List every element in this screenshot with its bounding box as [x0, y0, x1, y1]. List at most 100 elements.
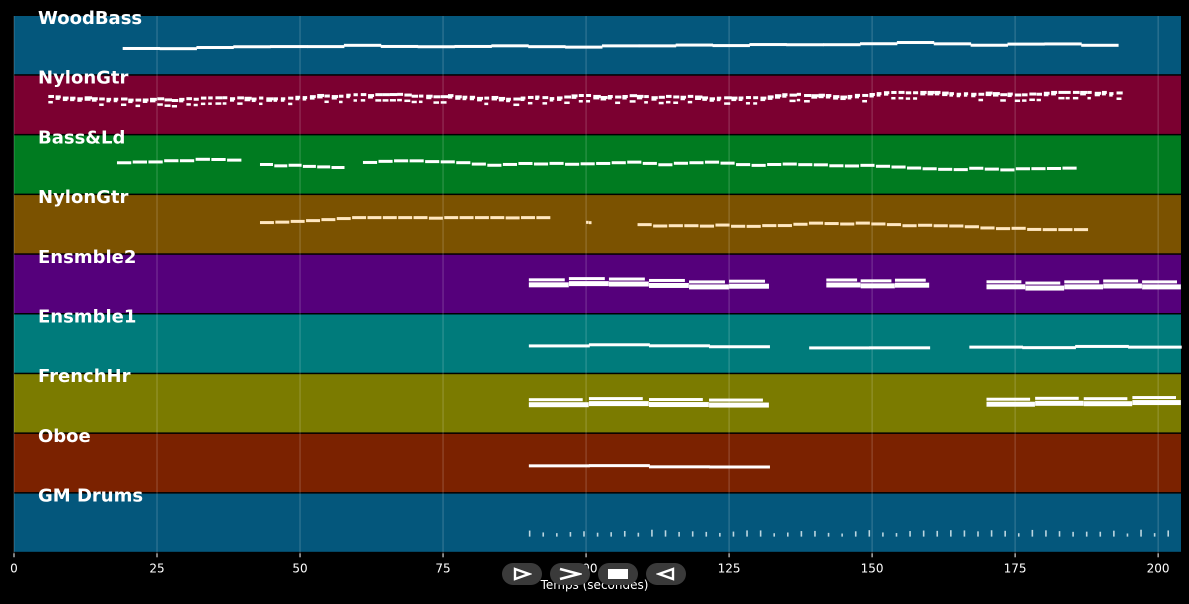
note [55, 95, 61, 99]
note [527, 101, 533, 105]
note [565, 162, 580, 166]
note [689, 280, 725, 284]
play-reverse-icon [656, 567, 675, 581]
note [588, 464, 650, 468]
track-lane[interactable] [14, 195, 1181, 254]
note [302, 164, 316, 168]
note [825, 94, 832, 98]
note [664, 530, 667, 537]
rewind-button[interactable] [646, 563, 686, 585]
note [1072, 90, 1080, 94]
note [456, 161, 471, 165]
note [498, 96, 506, 100]
note [1064, 284, 1104, 290]
note [1087, 90, 1092, 94]
note [571, 96, 577, 99]
forward-button[interactable] [550, 563, 590, 585]
note [1073, 228, 1089, 232]
note [1075, 344, 1129, 348]
note [593, 94, 601, 98]
note [122, 46, 161, 50]
note [956, 94, 961, 98]
note [556, 96, 563, 100]
note [549, 161, 564, 165]
note [953, 168, 968, 172]
note [668, 224, 683, 228]
note [847, 96, 852, 100]
note [731, 98, 737, 102]
note [729, 279, 765, 283]
note [675, 43, 714, 47]
note [964, 225, 979, 229]
note [673, 95, 680, 99]
note [150, 99, 156, 103]
note [746, 224, 761, 228]
chevron-right-icon [559, 567, 582, 581]
note [636, 94, 644, 98]
note [829, 164, 844, 168]
note [270, 45, 308, 49]
note [568, 281, 609, 287]
note [1103, 279, 1139, 283]
note [331, 166, 345, 170]
note [324, 100, 329, 104]
x-tick-label: 125 [718, 561, 741, 575]
note [695, 97, 701, 100]
note [687, 100, 693, 104]
stop-button[interactable] [598, 563, 638, 585]
note [648, 398, 703, 402]
note [331, 97, 337, 100]
note [565, 45, 603, 49]
note [48, 94, 54, 98]
note [469, 95, 476, 99]
note [368, 94, 375, 98]
note [70, 98, 75, 102]
note [527, 95, 534, 99]
track-lane[interactable] [14, 493, 1181, 552]
note [306, 219, 321, 223]
note [774, 96, 781, 99]
note [719, 532, 721, 537]
note [382, 99, 389, 102]
note [418, 94, 424, 98]
track-label: WoodBass [38, 8, 142, 29]
note [1116, 97, 1122, 100]
note [927, 90, 935, 94]
note [360, 99, 366, 102]
note [984, 167, 999, 171]
note [62, 98, 68, 102]
note [208, 102, 212, 105]
note [200, 96, 207, 100]
note [1022, 99, 1027, 102]
play-outline-button[interactable] [502, 563, 542, 585]
note [898, 90, 905, 94]
note [186, 103, 191, 106]
note [380, 44, 419, 48]
note [824, 222, 839, 226]
note [505, 216, 520, 220]
note [814, 530, 816, 537]
note [804, 100, 810, 103]
note [491, 44, 529, 48]
note [502, 162, 517, 166]
note [433, 101, 439, 104]
note [862, 99, 868, 103]
note [528, 278, 565, 282]
note [938, 167, 953, 171]
note [1000, 168, 1015, 172]
note [588, 401, 649, 407]
track-lane[interactable] [14, 433, 1181, 493]
note [854, 95, 859, 99]
note [680, 95, 687, 99]
note [549, 97, 555, 101]
note [513, 103, 520, 107]
transport-controls [500, 563, 690, 587]
note [571, 94, 578, 98]
note [259, 162, 273, 166]
note [274, 164, 288, 168]
note [684, 224, 699, 228]
note [789, 93, 798, 97]
note [804, 94, 812, 98]
note [869, 92, 875, 96]
note [724, 102, 731, 105]
